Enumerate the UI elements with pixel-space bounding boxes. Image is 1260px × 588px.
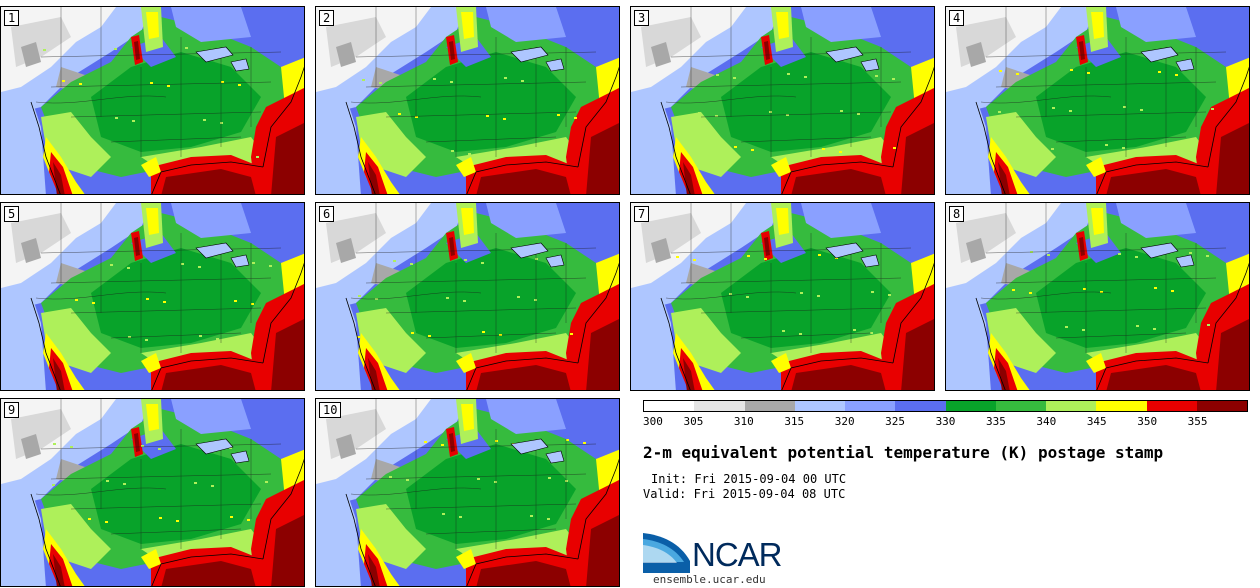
panel-number: 6 — [319, 206, 335, 222]
map-panel: 3 — [630, 6, 935, 195]
colorbar-tick-label: 340 — [1036, 415, 1057, 428]
colorbar-segment — [1096, 401, 1147, 411]
ncar-logo-icon — [643, 533, 690, 573]
init-time: Init: Fri 2015-09-04 00 UTC — [651, 472, 847, 486]
colorbar-segment — [1046, 401, 1097, 411]
colorbar-labels: 300 305 310 315 320 325 330 335 340 345 350 355 — [643, 415, 1248, 429]
map-panel: 6 — [315, 202, 620, 391]
panel-number: 8 — [949, 206, 965, 222]
colorbar-segment — [794, 401, 845, 411]
colorbar-tick-label: 355 — [1187, 415, 1208, 428]
colorbar-segment — [995, 401, 1046, 411]
map-panel: 1 — [0, 6, 305, 195]
colorbar-tick-label: 330 — [935, 415, 956, 428]
colorbar-tick-label: 320 — [834, 415, 855, 428]
map-panel: 5 — [0, 202, 305, 391]
map-panel: 7 — [630, 202, 935, 391]
colorbar-segment — [845, 401, 896, 411]
colorbar-segment — [744, 401, 795, 411]
colorbar-tick-label: 315 — [784, 415, 805, 428]
colorbar-tick-label: 310 — [733, 415, 754, 428]
colorbar-tick-label: 350 — [1137, 415, 1158, 428]
colorbar-segment — [895, 401, 946, 411]
plot-title: 2-m equivalent potential temperature (K)… — [643, 443, 1164, 462]
map-panel: 9 — [0, 398, 305, 587]
panel-number: 10 — [319, 402, 342, 418]
panel-number: 9 — [4, 402, 20, 418]
colorbar-segment — [694, 401, 745, 411]
map-panel: 10 — [315, 398, 620, 587]
map-panel: 2 — [315, 6, 620, 195]
map-panel: 4 — [945, 6, 1250, 195]
panel-number: 2 — [319, 10, 335, 26]
colorbar-segment — [945, 401, 996, 411]
colorbar-tick-label: 300 — [643, 415, 663, 428]
map-panel: 8 — [945, 202, 1250, 391]
valid-time: Valid: Fri 2015-09-04 08 UTC — [643, 487, 846, 501]
colorbar-segment — [1196, 401, 1247, 411]
panel-number: 1 — [4, 10, 20, 26]
colorbar-segment — [644, 401, 695, 411]
colorbar-tick-label: 335 — [985, 415, 1006, 428]
colorbar-tick-label: 325 — [885, 415, 906, 428]
colorbar-tick-label: 345 — [1086, 415, 1107, 428]
colorbar-tick-label: 305 — [683, 415, 704, 428]
site-url: ensemble.ucar.edu — [653, 573, 766, 586]
colorbar — [643, 400, 1248, 412]
ncar-logo-text: NCAR — [692, 536, 783, 573]
panel-number: 4 — [949, 10, 965, 26]
panel-number: 7 — [634, 206, 650, 222]
panel-number: 3 — [634, 10, 650, 26]
colorbar-segment — [1146, 401, 1197, 411]
panel-number: 5 — [4, 206, 20, 222]
